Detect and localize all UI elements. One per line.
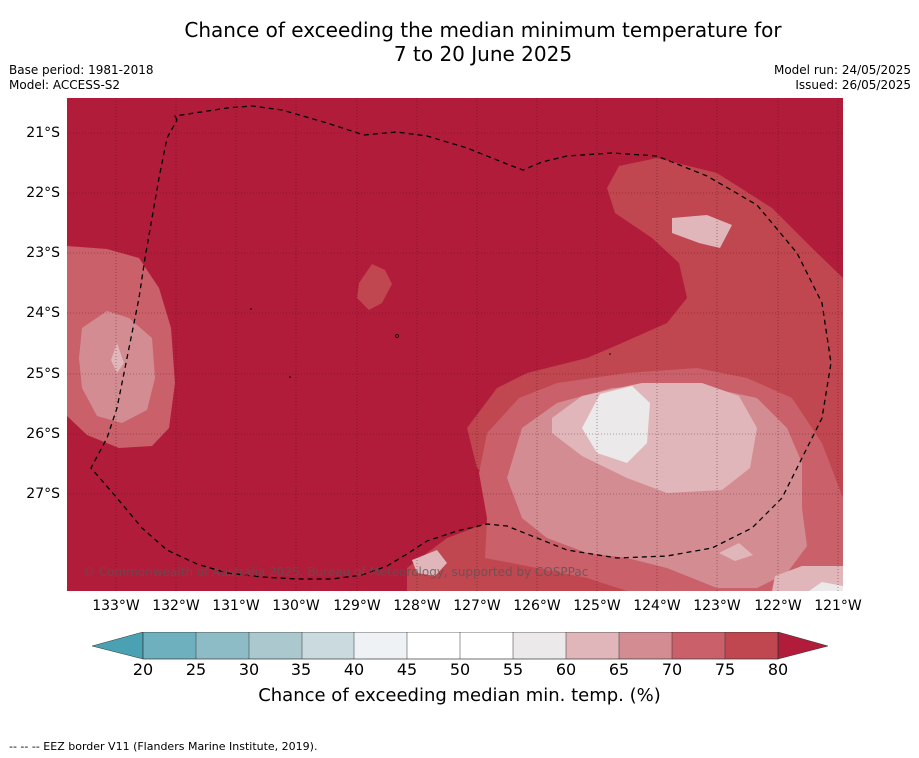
lat-label: 26°S xyxy=(26,426,60,442)
lon-label: 124°W xyxy=(633,598,681,614)
colorbar-segment xyxy=(249,632,302,659)
zone-west-60-65 xyxy=(111,343,124,373)
lon-label: 128°W xyxy=(393,598,441,614)
colorbar-tick: 30 xyxy=(238,660,260,679)
colorbar-segment xyxy=(143,632,196,659)
colorbar-svg xyxy=(91,631,829,660)
lon-label: 122°W xyxy=(754,598,802,614)
chart-title: Chance of exceeding the median minimum t… xyxy=(0,18,919,66)
title-line-2: 7 to 20 June 2025 xyxy=(393,42,573,66)
lon-label: 130°W xyxy=(272,598,320,614)
lon-label: 132°W xyxy=(152,598,200,614)
colorbar-segment xyxy=(460,632,513,659)
zone-se-corner-55-60 xyxy=(809,582,843,591)
colorbar-segment xyxy=(513,632,566,659)
colorbar-segment xyxy=(725,632,778,659)
eez-border xyxy=(90,105,832,580)
forecast-map: © Commonwealth of Australia 2025, Bureau… xyxy=(67,98,843,591)
lon-label: 123°W xyxy=(693,598,741,614)
meta-left: Base period: 1981-2018 Model: ACCESS-S2 xyxy=(9,63,154,93)
colorbar-tick: 65 xyxy=(608,660,630,679)
colorbar-tick: 50 xyxy=(449,660,471,679)
lat-label: 23°S xyxy=(26,245,60,261)
colorbar-segment xyxy=(196,632,249,659)
colorbar-tick: 80 xyxy=(767,660,789,679)
colorbar-tick: 55 xyxy=(502,660,524,679)
colorbar-arrow-low xyxy=(91,631,144,660)
colorbar-tick: 75 xyxy=(714,660,736,679)
lat-label: 22°S xyxy=(26,185,60,201)
zone-south-60-65 xyxy=(412,550,447,576)
colorbar-tick: 25 xyxy=(185,660,207,679)
lat-label: 24°S xyxy=(26,305,60,321)
map-canvas xyxy=(67,98,843,591)
colorbar-segment xyxy=(302,632,354,659)
lon-label: 125°W xyxy=(573,598,621,614)
colorbar-tick: 20 xyxy=(132,660,154,679)
lon-label: 121°W xyxy=(814,598,862,614)
graticule xyxy=(67,98,843,591)
island-speck xyxy=(289,376,291,378)
colorbar-segment xyxy=(407,632,460,659)
colorbar-segment xyxy=(619,632,672,659)
zone-southeast-60-65 xyxy=(719,543,753,561)
colorbar-tick: 40 xyxy=(343,660,365,679)
eez-legend-note: -- -- -- EEZ border V11 (Flanders Marine… xyxy=(9,740,318,753)
colorbar-arrow-high xyxy=(777,631,829,660)
island-speck xyxy=(395,334,399,338)
copyright-notice: © Commonwealth of Australia 2025, Bureau… xyxy=(83,565,589,579)
colorbar-tick: 45 xyxy=(396,660,418,679)
meta-right: Model run: 24/05/2025 Issued: 26/05/2025 xyxy=(774,63,911,93)
colorbar-tick: 70 xyxy=(661,660,683,679)
title-line-1: Chance of exceeding the median minimum t… xyxy=(184,18,782,42)
lon-label: 131°W xyxy=(212,598,260,614)
zone-island-75-80 xyxy=(357,264,392,310)
colorbar-tick: 35 xyxy=(290,660,312,679)
colorbar-label: Chance of exceeding median min. temp. (%… xyxy=(258,685,661,706)
colorbar-segment xyxy=(566,632,619,659)
colorbar-dividers xyxy=(195,632,726,659)
lat-label: 25°S xyxy=(26,366,60,382)
lon-label: 126°W xyxy=(513,598,561,614)
lat-label: 27°S xyxy=(26,486,60,502)
zone-east-55-60 xyxy=(582,386,650,463)
lon-label: 127°W xyxy=(453,598,501,614)
lon-label: 129°W xyxy=(333,598,381,614)
issued-date: Issued: 26/05/2025 xyxy=(795,78,911,92)
colorbar-frame xyxy=(142,631,779,660)
base-period: Base period: 1981-2018 xyxy=(9,63,154,77)
colorbar xyxy=(91,631,832,666)
colorbar-segment xyxy=(354,632,407,659)
model-run: Model run: 24/05/2025 xyxy=(773,63,911,77)
island-speck xyxy=(609,353,611,355)
colorbar-tick: 60 xyxy=(555,660,577,679)
model-name: Model: ACCESS-S2 xyxy=(9,78,121,92)
island-speck xyxy=(250,308,252,310)
lat-label: 21°S xyxy=(26,125,60,141)
colorbar-segment xyxy=(672,632,725,659)
lon-label: 133°W xyxy=(92,598,140,614)
